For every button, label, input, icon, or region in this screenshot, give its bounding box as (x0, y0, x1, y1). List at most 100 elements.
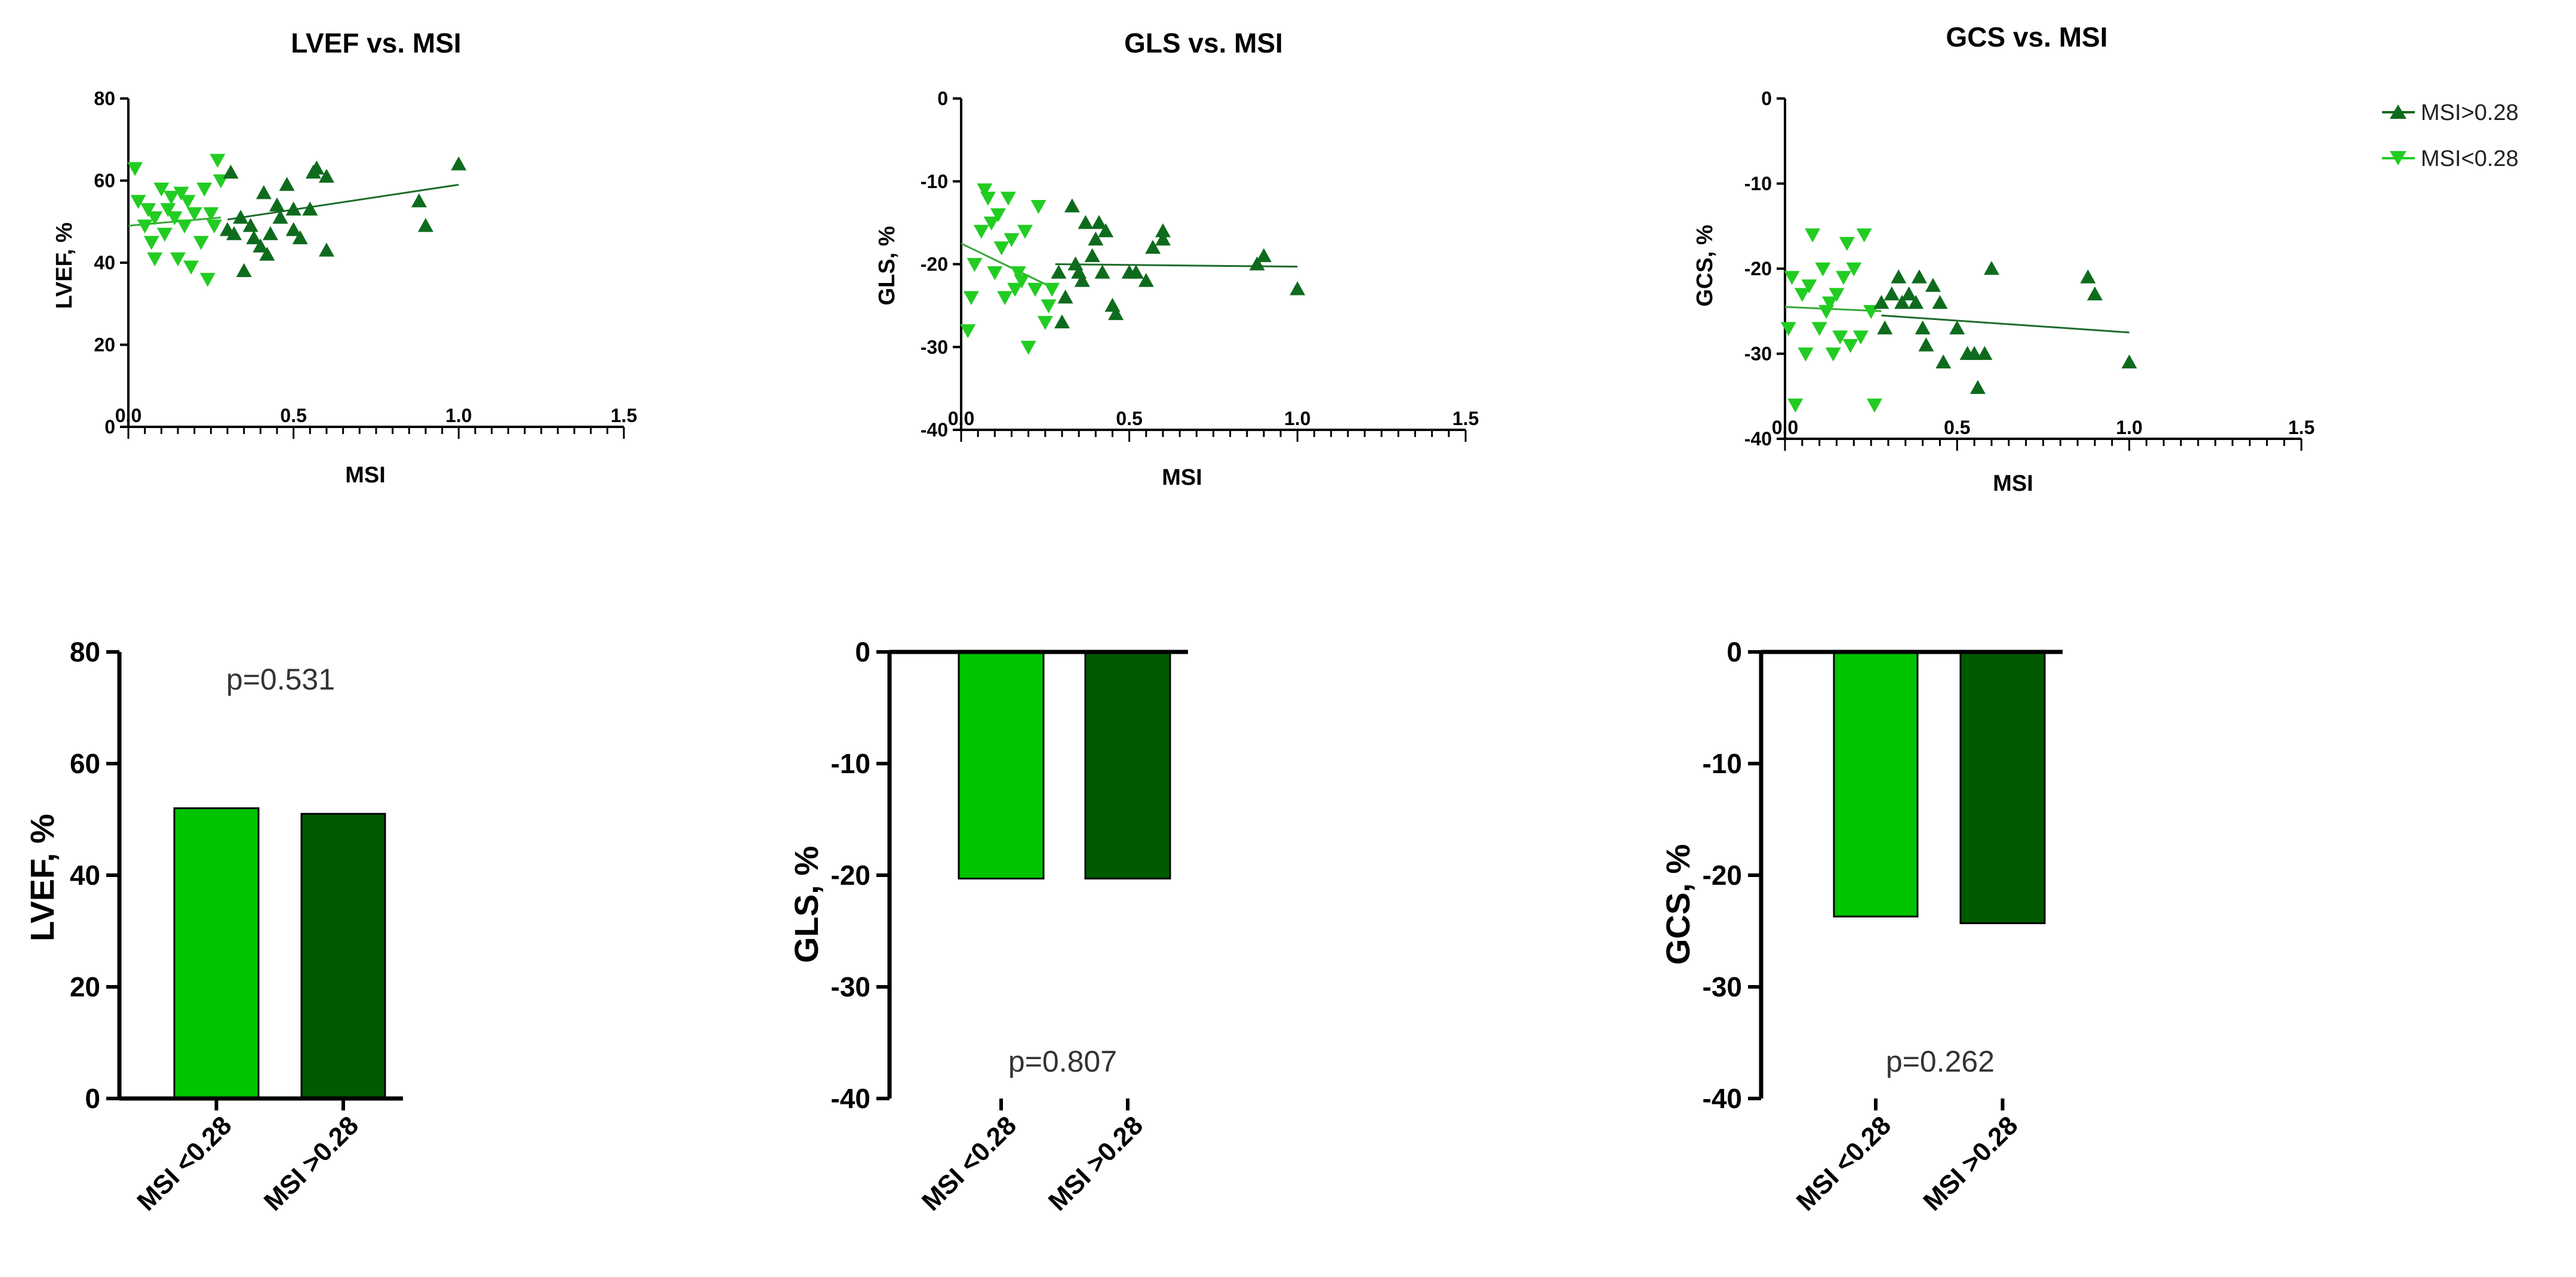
point-msi-low (1815, 262, 1831, 276)
y-tick-label: 40 (70, 860, 100, 891)
point-msi-high (226, 226, 242, 241)
point-msi-high (1935, 354, 1952, 369)
point-msi-low (983, 216, 999, 231)
point-msi-high (1969, 380, 1986, 394)
y-tick-label: 0 (855, 636, 870, 667)
point-msi-low (1787, 398, 1803, 413)
point-msi-low (990, 208, 1006, 223)
point-msi-low (1846, 262, 1862, 276)
point-msi-low (1839, 236, 1855, 251)
point-msi-high (1873, 295, 1889, 309)
bar-lvef: LVEF, % p=0.531 0 20 40 60 80 MSI <0.28 MSI >0… (23, 636, 403, 1217)
point-msi-low (170, 252, 186, 267)
y-tick-label: -10 (1744, 173, 1772, 195)
fit-line-msi-low (1784, 306, 1882, 312)
point-msi-high (269, 197, 285, 212)
point-msi-high (302, 201, 318, 216)
point-msi-high (2087, 286, 2103, 301)
x-axis-label: MSI (345, 463, 386, 488)
point-msi-low (1017, 224, 1033, 239)
point-msi-low (1805, 228, 1821, 242)
point-msi-high (246, 230, 262, 245)
point-msi-low (160, 203, 176, 217)
y-tick-label: 0 (937, 88, 948, 109)
p-value-annotation: p=0.807 (1008, 1045, 1117, 1078)
point-msi-high (1883, 286, 1900, 301)
fit-line-msi-high (227, 183, 459, 221)
point-msi-high (319, 168, 334, 183)
category-label: MSI <0.28 (916, 1110, 1022, 1216)
point-msi-high (1155, 223, 1171, 238)
point-msi-low (183, 260, 199, 275)
point-msi-high (1054, 314, 1070, 329)
legend-label-msi-high: MSI>0.28 (2421, 100, 2519, 125)
x-tick-label: 0.0 (1772, 417, 1798, 438)
y-tick-label: -20 (831, 860, 870, 891)
p-value-annotation: p=0.531 (226, 663, 335, 696)
point-msi-high (236, 263, 252, 278)
point-msi-low (1044, 282, 1060, 297)
point-msi-low (1010, 266, 1026, 281)
y-tick-label: -10 (1703, 748, 1742, 779)
point-msi-low (1825, 347, 1841, 362)
point-msi-low (1041, 299, 1057, 313)
point-msi-low (167, 211, 183, 226)
point-msi-low (193, 236, 209, 250)
point-msi-high (272, 210, 288, 224)
point-msi-low (980, 192, 996, 206)
bar-msi-low (1833, 651, 1919, 918)
triangle-up-icon (2390, 104, 2406, 119)
point-msi-high (1078, 215, 1094, 229)
y-tick-label: -30 (1744, 343, 1772, 365)
point-msi-low (1014, 274, 1030, 289)
bar-gls: GLS, % p=0.807 -40 -30 -20 -10 0 MSI <0.28 MSI… (787, 636, 1188, 1217)
point-msi-low (1780, 322, 1796, 336)
point-msi-low (186, 207, 202, 221)
point-msi-high (1894, 295, 1910, 309)
point-msi-low (1821, 296, 1838, 310)
y-tick-label: -10 (921, 171, 948, 192)
legend-label-msi-low: MSI<0.28 (2421, 146, 2519, 171)
point-msi-low (140, 203, 156, 217)
point-msi-low (130, 195, 146, 209)
point-msi-high (1249, 256, 1265, 270)
fit-line-msi-high (1881, 314, 2129, 334)
point-msi-low (1037, 316, 1053, 330)
point-msi-high (418, 218, 433, 232)
point-msi-low (973, 224, 989, 239)
y-axis-label: GCS, % (1692, 224, 1718, 306)
y-tick-label: -10 (831, 748, 870, 779)
bar-msi-low (958, 651, 1045, 880)
y-tick-label: 60 (70, 748, 100, 779)
y-tick-label: 0 (1761, 88, 1772, 109)
point-msi-high (1984, 261, 1999, 275)
x-tick-label: 0.5 (1116, 408, 1142, 429)
category-label: MSI <0.28 (1791, 1110, 1897, 1216)
y-tick-label: -30 (831, 971, 870, 1002)
y-tick-label: -20 (921, 254, 948, 275)
point-msi-high (2121, 354, 2137, 369)
point-msi-low (1020, 340, 1036, 355)
point-msi-low (1794, 288, 1810, 302)
point-msi-low (180, 195, 196, 209)
y-tick-label: -30 (921, 336, 948, 358)
x-axis-label: MSI (1993, 471, 2033, 496)
point-msi-high (411, 193, 427, 208)
point-msi-high (1918, 337, 1934, 352)
point-msi-low (163, 190, 179, 205)
x-tick-label: 1.0 (2116, 417, 2142, 438)
bar-msi-low (173, 807, 260, 1100)
point-msi-low (1836, 270, 1852, 285)
x-tick-label: 0.5 (280, 405, 306, 426)
y-axis-label: GCS, % (1659, 844, 1697, 965)
category-label: MSI <0.28 (131, 1110, 237, 1216)
point-msi-high (285, 222, 301, 236)
point-msi-high (1104, 297, 1121, 312)
y-axis-label: GLS, % (787, 846, 825, 963)
chart-title: GLS vs. MSI (1124, 27, 1283, 59)
category-label: MSI >0.28 (258, 1110, 364, 1216)
point-msi-low (137, 219, 153, 234)
point-msi-low (153, 182, 170, 197)
point-msi-low (1801, 279, 1817, 294)
point-msi-low (1866, 398, 1882, 413)
